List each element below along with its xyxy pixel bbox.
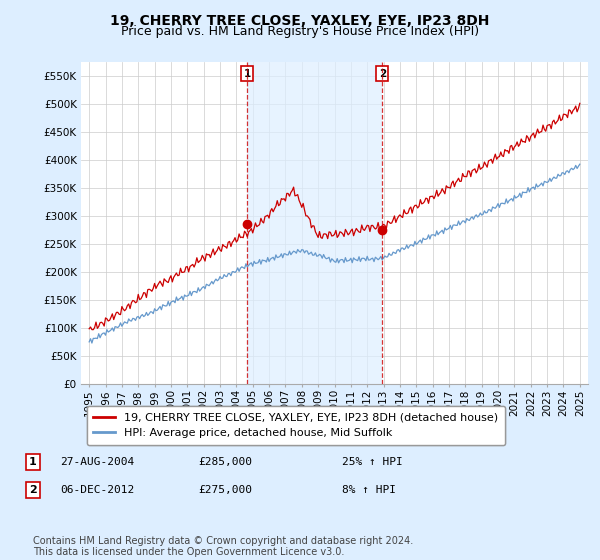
- Text: Contains HM Land Registry data © Crown copyright and database right 2024.
This d: Contains HM Land Registry data © Crown c…: [33, 535, 413, 557]
- Text: 19, CHERRY TREE CLOSE, YAXLEY, EYE, IP23 8DH: 19, CHERRY TREE CLOSE, YAXLEY, EYE, IP23…: [110, 14, 490, 28]
- Text: 8% ↑ HPI: 8% ↑ HPI: [342, 485, 396, 495]
- Text: 1: 1: [244, 69, 251, 79]
- Text: 2: 2: [29, 485, 37, 495]
- Text: Price paid vs. HM Land Registry's House Price Index (HPI): Price paid vs. HM Land Registry's House …: [121, 25, 479, 38]
- Bar: [247, 62, 382, 384]
- Text: 06-DEC-2012: 06-DEC-2012: [60, 485, 134, 495]
- Legend: 19, CHERRY TREE CLOSE, YAXLEY, EYE, IP23 8DH (detached house), HPI: Average pric: 19, CHERRY TREE CLOSE, YAXLEY, EYE, IP23…: [86, 406, 505, 445]
- Text: £275,000: £275,000: [198, 485, 252, 495]
- Text: 2: 2: [379, 69, 386, 79]
- Text: 1: 1: [29, 457, 37, 467]
- Text: 25% ↑ HPI: 25% ↑ HPI: [342, 457, 403, 467]
- Text: 27-AUG-2004: 27-AUG-2004: [60, 457, 134, 467]
- Text: £285,000: £285,000: [198, 457, 252, 467]
